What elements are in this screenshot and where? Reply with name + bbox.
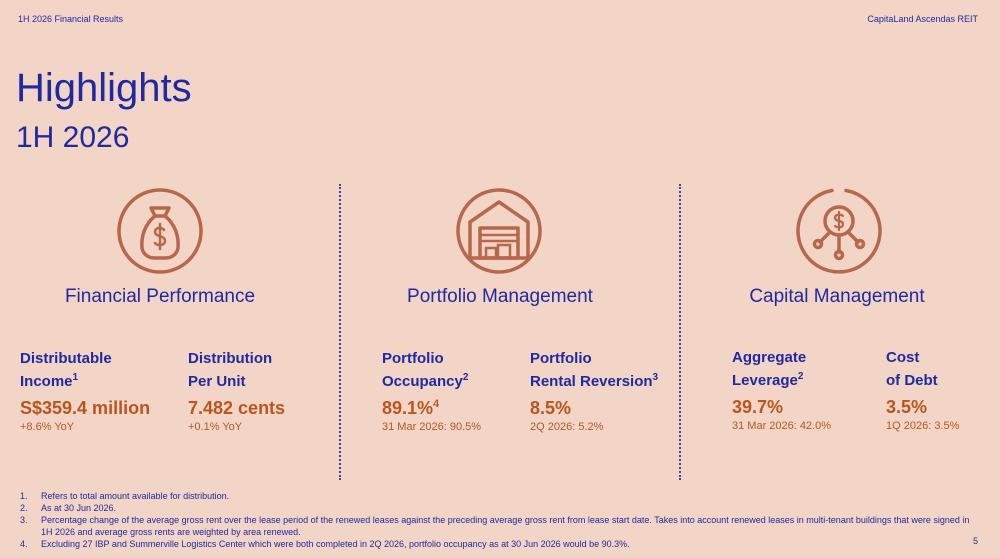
metric-label: Cost of Debt (886, 349, 938, 389)
metric-distributable-income: Distributable Income1 S$359.4 million +8… (20, 349, 150, 433)
warehouse-icon (456, 188, 542, 274)
section-title-financial-performance: Financial Performance (64, 286, 256, 307)
metric-label: Aggregate Leverage2 (732, 349, 807, 389)
footnote: 2. As at 30 Jun 2026. (20, 503, 117, 513)
metric-label: Distribution Per Unit (188, 350, 273, 390)
metric-aggregate-leverage: Aggregate Leverage2 39.7% 31 Mar 2026: 4… (732, 348, 831, 432)
footnote: 1. Refers to total amount available for d… (20, 491, 230, 501)
metric-label: Distributable Income1 (20, 350, 112, 390)
metric-label: Portfolio Rental Reversion3 (530, 350, 659, 390)
metric-distribution-per-unit: Distribution Per Unit 7.482 cents +0.1% … (188, 349, 285, 433)
page-number: 5 (972, 536, 978, 546)
metric-note: +8.6% YoY (20, 421, 75, 433)
footnote: 4. Excluding 27 IBP and Summerville Logis… (20, 539, 630, 549)
metric-value: S$359.4 million (20, 398, 151, 418)
metric-value: 3.5% (886, 397, 928, 417)
section-title-portfolio-management: Portfolio Management (407, 286, 593, 307)
metric-portfolio-occupancy: Portfolio Occupancy2 89.1%4 31 Mar 2026:… (382, 349, 481, 433)
metric-value: 8.5% (530, 398, 572, 418)
metric-note: 31 Mar 2026: 90.5% (382, 421, 482, 433)
metric-value: 39.7% (732, 397, 784, 417)
metric-portfolio-rental-reversion: Portfolio Rental Reversion3 8.5% 2Q 2026… (530, 349, 658, 433)
capital-network-icon (796, 188, 882, 274)
money-bag-icon (117, 188, 203, 274)
metric-note: 1Q 2026: 3.5% (886, 420, 960, 432)
footnote: 3. Percentage change of the average gross… (20, 515, 970, 537)
metric-note: +0.1% YoY (188, 421, 243, 433)
section-divider-1 (339, 184, 341, 480)
metric-label: Portfolio Occupancy2 (382, 350, 469, 390)
page-title: Highlights (16, 66, 192, 110)
metric-cost-of-debt: Cost of Debt 3.5% 1Q 2026: 3.5% (886, 348, 959, 432)
page-subtitle: 1H 2026 (16, 121, 130, 154)
footnotes: 1. Refers to total amount available for d… (20, 490, 980, 550)
metric-value: 7.482 cents (188, 398, 286, 418)
header-report-title: 1H 2026 Financial Results (18, 14, 124, 24)
section-divider-2 (679, 184, 681, 480)
metric-value: 89.1%4 (382, 398, 440, 418)
metric-note: 2Q 2026: 5.2% (530, 421, 604, 433)
metric-note: 31 Mar 2026: 42.0% (732, 420, 832, 432)
section-title-capital-management: Capital Management (749, 286, 925, 307)
header-company-name: CapitaLand Ascendas REIT (867, 14, 978, 24)
